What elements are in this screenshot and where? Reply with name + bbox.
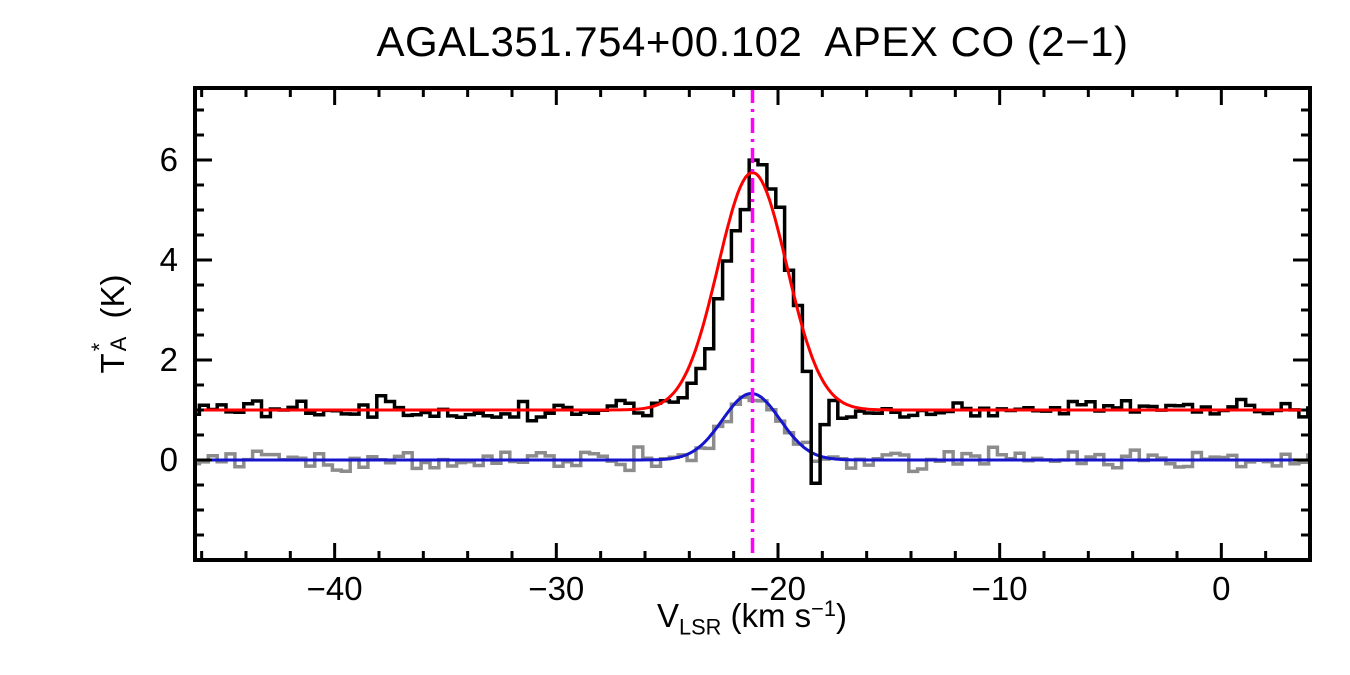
x-axis-symbol: V <box>656 596 679 634</box>
x-axis-exponent: −1 <box>811 596 836 621</box>
co21-observed-spectrum <box>195 158 1310 486</box>
axes <box>193 86 1312 562</box>
plot-title: AGAL351.754+00.102 APEX CO (2−1) <box>376 18 1129 65</box>
plot-frame <box>193 86 1312 562</box>
x-axis-subscript: LSR <box>679 614 722 640</box>
x-tick-label: 0 <box>1212 570 1231 607</box>
x-axis-units: (km s <box>721 596 812 634</box>
x-axis-units-close: ) <box>836 596 847 634</box>
y-axis-units: (K) <box>94 274 131 328</box>
y-tick-label: 6 <box>159 141 178 178</box>
y-tick-label: 0 <box>159 441 178 478</box>
x-tick-label: −10 <box>971 570 1028 607</box>
secondary-observed-spectrum <box>195 395 1310 474</box>
x-tick-label: −20 <box>749 570 806 607</box>
x-tick-label: −30 <box>528 570 585 607</box>
y-tick-label: 4 <box>159 241 178 278</box>
x-tick-label: −40 <box>306 570 363 607</box>
plot-series <box>195 88 1310 560</box>
x-axis-label: VLSR (km s−1) <box>452 596 1052 640</box>
y-tick-label: 2 <box>159 341 178 378</box>
gaussian-fit-main <box>195 171 1310 412</box>
